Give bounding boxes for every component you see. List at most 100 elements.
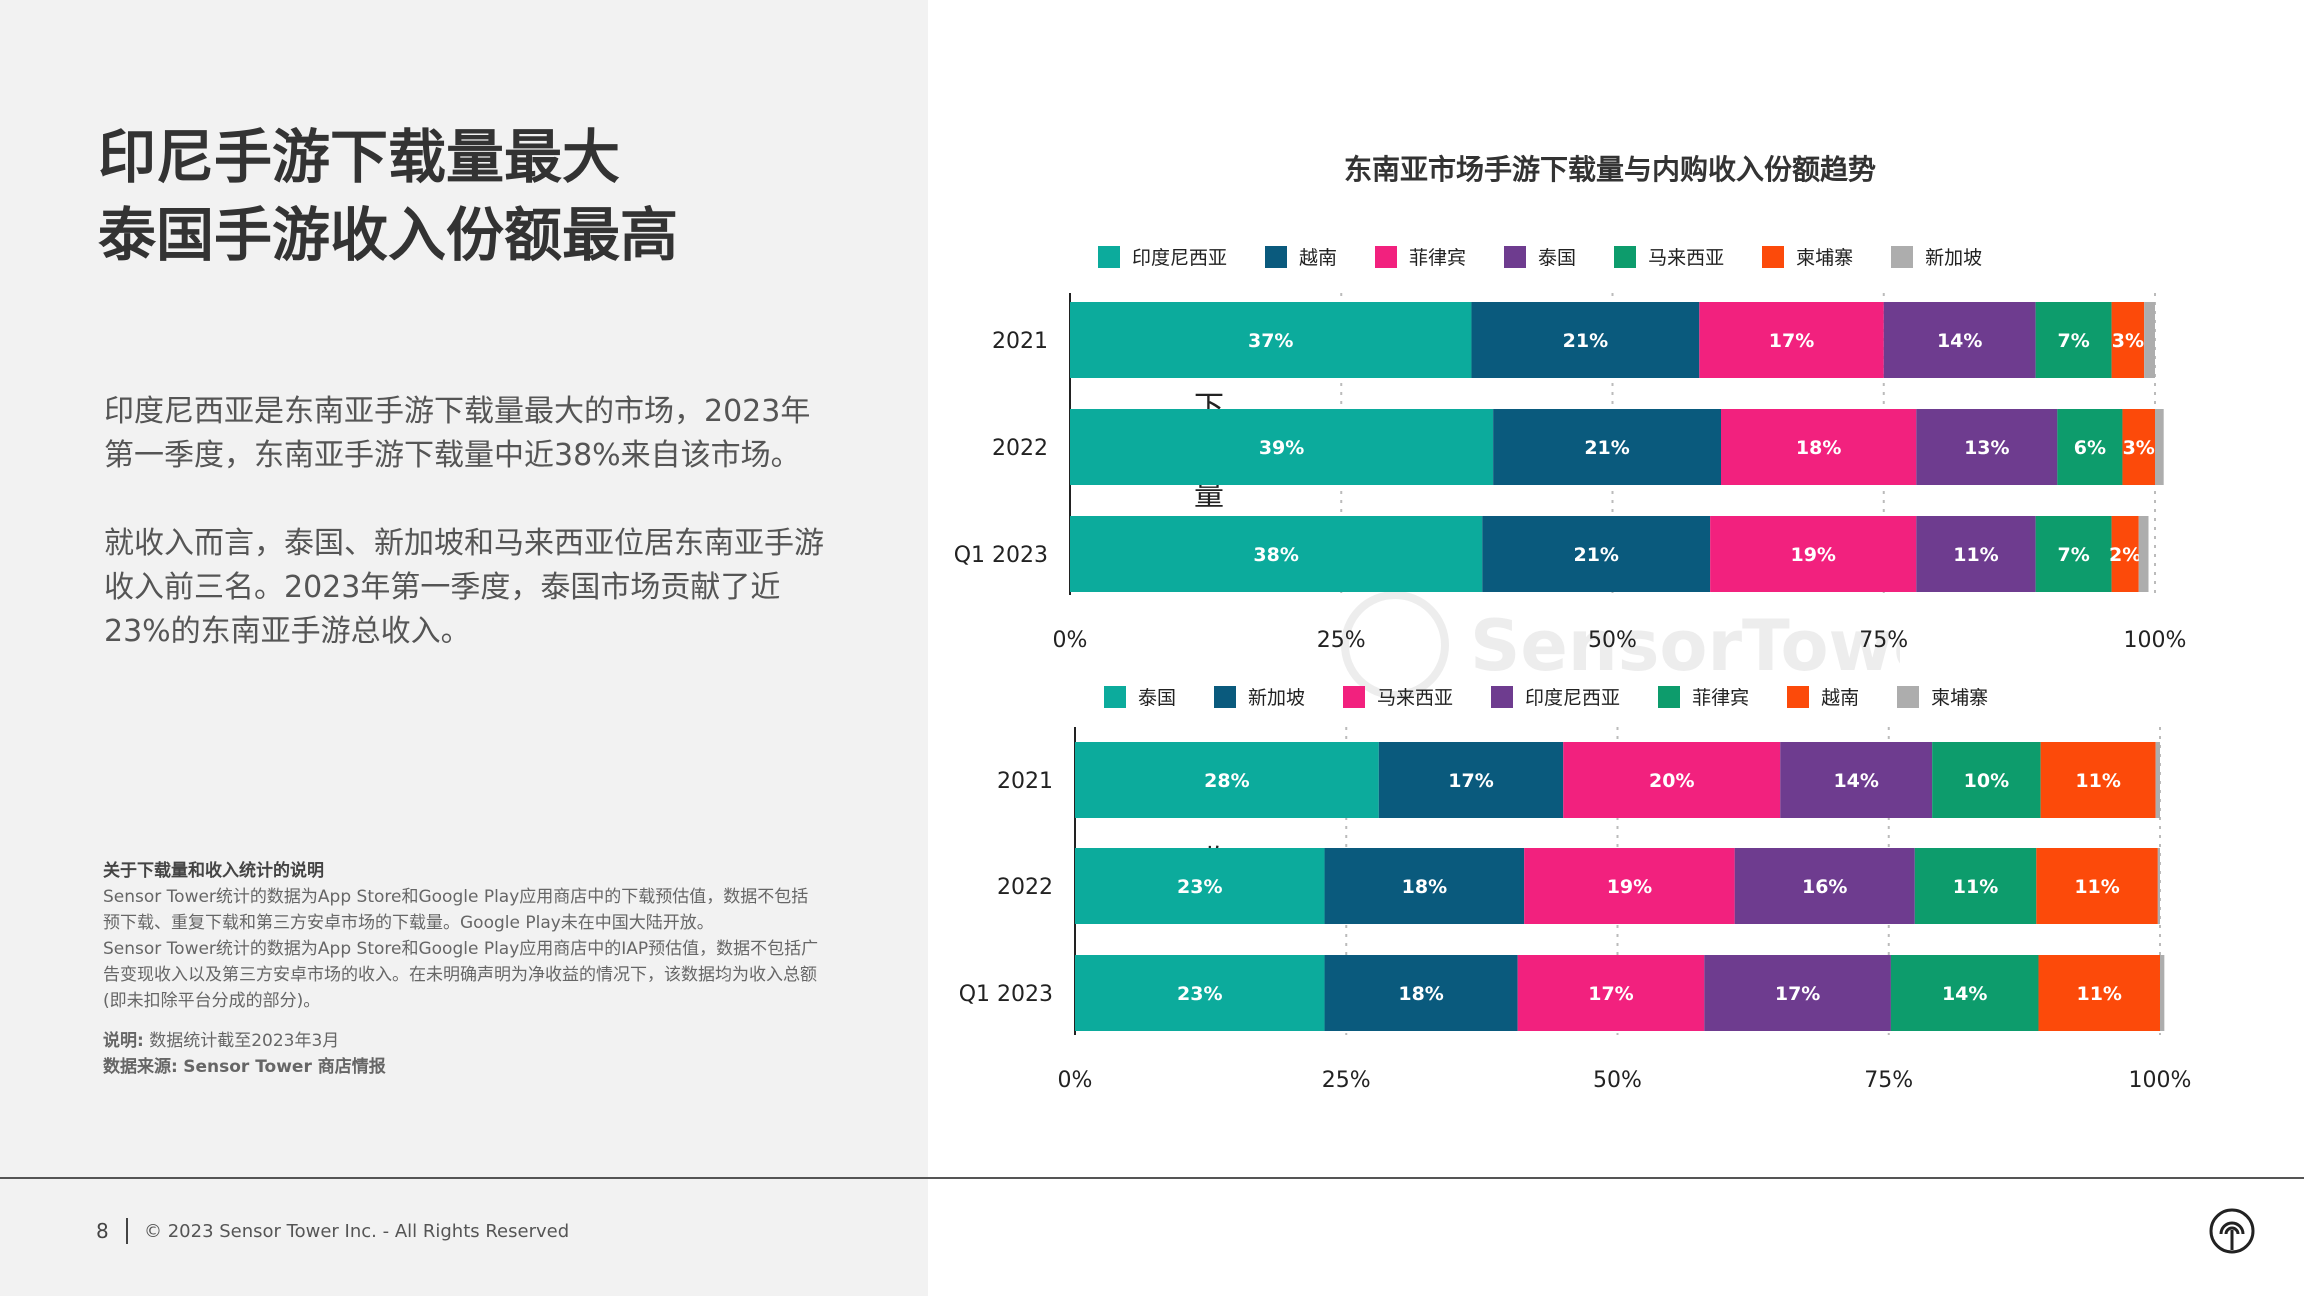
notes-source: 数据来源: Sensor Tower 商店情报 bbox=[103, 1054, 823, 1080]
data-label: 11% bbox=[2075, 770, 2120, 792]
legend-label: 印度尼西亚 bbox=[1132, 247, 1228, 269]
data-label: 21% bbox=[1563, 330, 1608, 352]
data-label: 14% bbox=[1833, 770, 1878, 792]
data-label: 17% bbox=[1448, 770, 1493, 792]
legend-item: 马来西亚 bbox=[1343, 683, 1453, 710]
legend-swatch bbox=[1504, 245, 1527, 268]
x-tick-label: 75% bbox=[1864, 1068, 1913, 1093]
x-tick-label: 100% bbox=[2129, 1068, 2192, 1093]
bar-segment bbox=[1916, 409, 2058, 485]
data-label: 3% bbox=[2112, 330, 2144, 352]
legend-item: 印度尼西亚 bbox=[1098, 243, 1227, 270]
data-label: 19% bbox=[1790, 544, 1835, 566]
chart-0: 0% 25% 50% 75% 100% 2021 37% 21% 17% 14% 7% 3% 2022 3… bbox=[954, 293, 2186, 653]
legend-item: 柬埔寨 bbox=[1762, 243, 1853, 270]
bar-segment bbox=[1699, 302, 1884, 378]
x-tick-label: 25% bbox=[1317, 628, 1366, 653]
category-label: 2021 bbox=[997, 769, 1053, 794]
category-label: 2021 bbox=[992, 329, 1048, 354]
bar-segment bbox=[1704, 955, 1891, 1031]
legend-label: 柬埔寨 bbox=[1931, 687, 1989, 709]
legend-label: 菲律宾 bbox=[1692, 687, 1750, 709]
category-label: 2022 bbox=[997, 875, 1053, 900]
bar-segment bbox=[2160, 955, 2165, 1031]
bar-segment bbox=[1721, 409, 1917, 485]
legend-swatch bbox=[1897, 685, 1920, 708]
notes-line-downloads: Sensor Tower统计的数据为App Store和Google Play应… bbox=[103, 887, 809, 933]
legend-item: 印度尼西亚 bbox=[1491, 683, 1620, 710]
legend-item: 菲律宾 bbox=[1375, 243, 1466, 270]
notes-explain-label: 说明: bbox=[103, 1031, 144, 1051]
paragraph-revenue: 就收入而言，泰国、新加坡和马来西亚位居东南亚手游收入前三名。2023年第一季度，… bbox=[104, 526, 824, 649]
bar-segment bbox=[1710, 516, 1917, 592]
data-label: 39% bbox=[1259, 437, 1304, 459]
bar-segment bbox=[1914, 848, 2037, 924]
legend-revenue: 泰国 新加坡 马来西亚 印度尼西亚 菲律宾 越南 柬埔寨 bbox=[1104, 683, 2026, 710]
bar-segment bbox=[1932, 742, 2041, 818]
bar-segment bbox=[2144, 302, 2155, 378]
legend-swatch bbox=[1214, 685, 1237, 708]
left-panel bbox=[0, 0, 928, 1296]
bar-segment bbox=[2111, 302, 2145, 378]
chart-title: 东南亚市场手游下载量与内购收入份额趋势 bbox=[1344, 153, 1877, 186]
legend-swatch bbox=[1614, 245, 1637, 268]
bar-segment bbox=[1493, 409, 1721, 485]
data-label: 11% bbox=[1953, 544, 1998, 566]
bar-segment bbox=[1471, 302, 1700, 378]
x-tick-label: 50% bbox=[1593, 1068, 1642, 1093]
data-label: 28% bbox=[1204, 770, 1249, 792]
legend-label: 越南 bbox=[1299, 247, 1338, 269]
sensor-tower-logo-icon bbox=[2209, 1208, 2255, 1254]
legend-item: 越南 bbox=[1265, 243, 1337, 270]
bar-segment bbox=[1075, 848, 1325, 924]
bar-segment bbox=[2111, 516, 2139, 592]
legend-label: 越南 bbox=[1821, 687, 1860, 709]
data-label: 11% bbox=[2074, 876, 2119, 898]
notes-source-label: 数据来源: bbox=[103, 1057, 178, 1077]
data-label: 10% bbox=[1964, 770, 2009, 792]
legend-swatch bbox=[1104, 685, 1126, 708]
category-label: 2022 bbox=[992, 436, 1048, 461]
legend-label: 马来西亚 bbox=[1377, 687, 1454, 709]
legend-item: 泰国 bbox=[1504, 243, 1576, 270]
data-label: 23% bbox=[1177, 876, 1222, 898]
legend-item: 新加坡 bbox=[1891, 243, 1982, 270]
watermark-logo-icon bbox=[1341, 591, 1449, 699]
data-label: 20% bbox=[1649, 770, 1694, 792]
chart-1: 0% 25% 50% 75% 100% 2021 28% 17% 20% 14% 10% 11% 202… bbox=[959, 727, 2192, 1093]
legend-item: 菲律宾 bbox=[1658, 683, 1749, 710]
page-number: 8 bbox=[96, 1219, 109, 1243]
legend-label: 柬埔寨 bbox=[1796, 247, 1854, 269]
notes-title: 关于下载量和收入统计的说明 bbox=[103, 861, 324, 881]
legend-swatch bbox=[1491, 685, 1514, 708]
data-label: 18% bbox=[1402, 876, 1447, 898]
legend-swatch bbox=[1098, 245, 1120, 268]
bar-segment bbox=[2057, 409, 2123, 485]
notes-explain-text: 数据统计截至2023年3月 bbox=[149, 1031, 340, 1051]
paragraph-downloads: 印度尼西亚是东南亚手游下载量最大的市场，2023年第一季度，东南亚手游下载量中近… bbox=[104, 394, 811, 473]
data-label: 21% bbox=[1584, 437, 1629, 459]
data-label: 2% bbox=[2109, 544, 2141, 566]
bar-segment bbox=[1524, 848, 1735, 924]
x-tick-label: 25% bbox=[1322, 1068, 1371, 1093]
copyright: © 2023 Sensor Tower Inc. - All Rights Re… bbox=[144, 1221, 570, 1242]
legend-swatch bbox=[1343, 685, 1366, 708]
x-tick-label: 0% bbox=[1053, 628, 1088, 653]
legend-downloads: 印度尼西亚 越南 菲律宾 泰国 马来西亚 柬埔寨 新加坡 bbox=[1098, 243, 2020, 270]
bar-segment bbox=[1324, 848, 1525, 924]
bar-segment bbox=[1916, 516, 2036, 592]
legend-item: 马来西亚 bbox=[1614, 243, 1724, 270]
legend-item: 新加坡 bbox=[1214, 683, 1305, 710]
bar-segment bbox=[1070, 516, 1483, 592]
legend-label: 新加坡 bbox=[1248, 687, 1306, 709]
legend-label: 新加坡 bbox=[1925, 247, 1983, 269]
bar-segment bbox=[1075, 955, 1325, 1031]
bar-segment bbox=[2122, 409, 2155, 485]
bar-segment bbox=[2157, 848, 2160, 924]
data-label: 38% bbox=[1253, 544, 1298, 566]
category-label: Q1 2023 bbox=[954, 543, 1048, 568]
legend-item: 柬埔寨 bbox=[1897, 683, 1988, 710]
x-tick-label: 75% bbox=[1859, 628, 1908, 653]
